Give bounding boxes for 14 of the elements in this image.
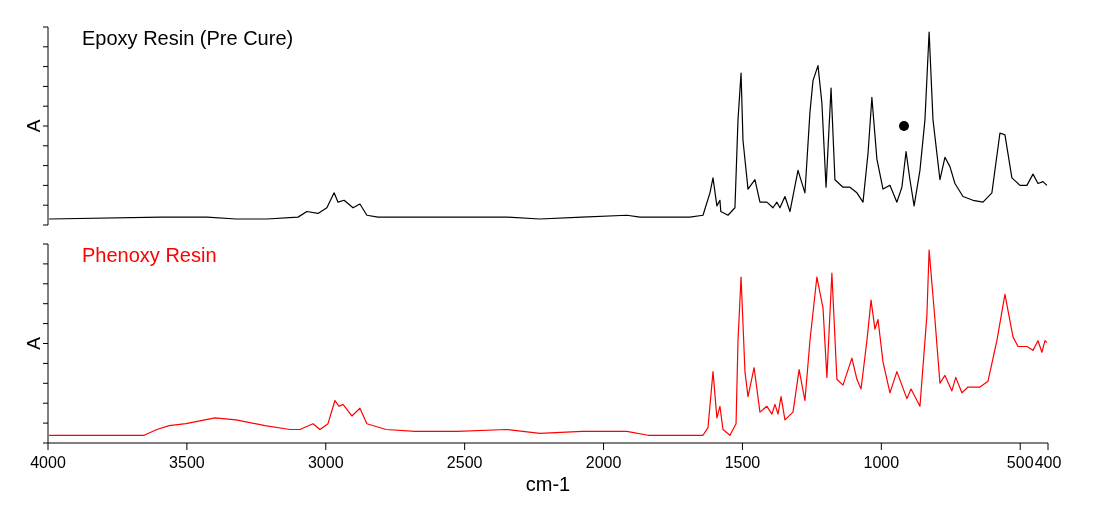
x-tick-label: 2000 (585, 454, 622, 471)
x-tick-label: 3500 (169, 454, 205, 471)
x-tick-label: 400 (1034, 454, 1062, 471)
chart-title: Phenoxy Resin (82, 244, 217, 266)
x-tick-label: 4000 (30, 454, 66, 471)
x-tick-label: 1000 (863, 454, 900, 471)
x-tick-label: 2500 (446, 454, 483, 471)
y-axis-title: A (23, 336, 44, 350)
chart-title: Epoxy Resin (Pre Cure) (82, 27, 294, 49)
x-axis-title: cm-1 (525, 473, 571, 495)
x-tick-label: 3000 (307, 454, 344, 471)
x-tick-label: 1500 (724, 454, 761, 471)
x-tick-label: 500 (1006, 454, 1034, 471)
y-axis-title: A (23, 119, 44, 133)
